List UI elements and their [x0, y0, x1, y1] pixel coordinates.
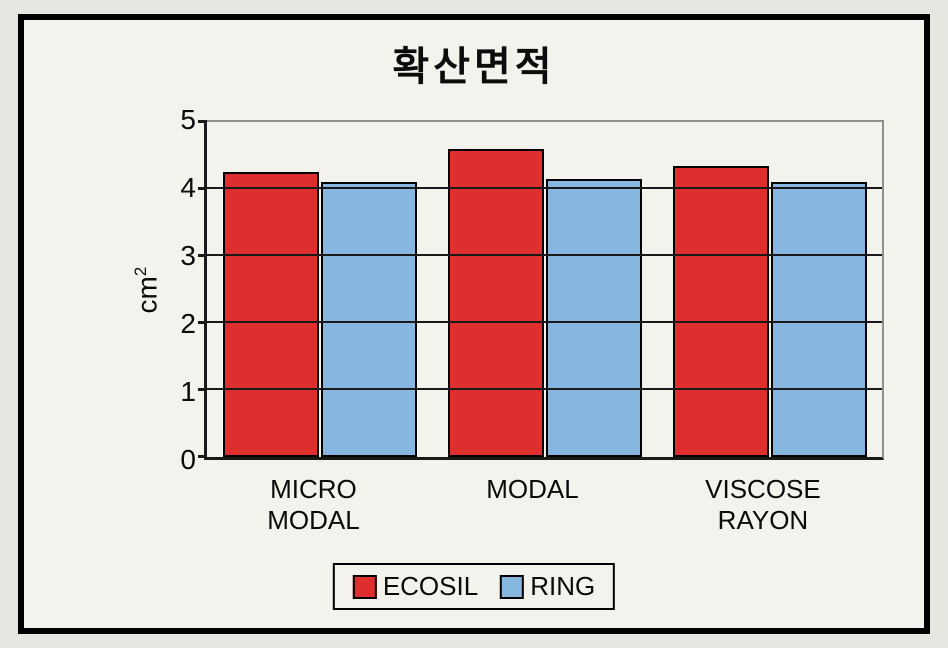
y-tick-mark: [198, 120, 207, 123]
bar-ecosil: [673, 166, 769, 457]
y-tick-mark: [198, 388, 207, 391]
legend-item: ECOSIL: [353, 571, 478, 602]
x-tick-label: VISCOSE RAYON: [705, 474, 821, 536]
gridline: [207, 321, 882, 323]
y-tick-mark: [198, 187, 207, 190]
legend-label: ECOSIL: [383, 571, 478, 602]
bar-ecosil: [223, 172, 319, 457]
bar-ring: [771, 182, 867, 457]
y-tick-mark: [198, 321, 207, 324]
bar-group: [448, 122, 642, 457]
gridline: [207, 388, 882, 390]
y-tick-label: 0: [168, 444, 196, 476]
bar-group: [673, 122, 867, 457]
chart-frame: 확산면적 cm2 0 1 2 3 4 5 MICRO MODAL MODAL VISCOSE …: [18, 14, 930, 634]
bar-ecosil: [448, 149, 544, 457]
y-tick-label: 2: [168, 308, 196, 340]
legend-item: RING: [500, 571, 595, 602]
x-axis-labels: MICRO MODAL MODAL VISCOSE RAYON: [204, 474, 884, 536]
gridline: [207, 254, 882, 256]
legend-label: RING: [530, 571, 595, 602]
y-axis-label: cm2: [132, 120, 162, 460]
chart-title: 확산면적: [24, 34, 924, 92]
y-tick-label: 3: [168, 240, 196, 272]
bar-group: [223, 122, 417, 457]
chart-zone: cm2 012345 MICRO MODALMODALVISCOSE RAYON: [114, 120, 884, 460]
y-tick-label: 1: [168, 376, 196, 408]
bar-ring: [546, 179, 642, 457]
x-tick-label: MODAL: [486, 474, 578, 536]
bar-ring: [321, 182, 417, 457]
legend-swatch: [500, 575, 524, 599]
y-axis-ticks: 012345: [168, 120, 196, 460]
bars-container: [207, 122, 882, 457]
page-root: 확산면적 cm2 0 1 2 3 4 5 MICRO MODAL MODAL VISCOSE …: [0, 0, 948, 648]
y-tick-label: 5: [168, 104, 196, 136]
legend-swatch: [353, 575, 377, 599]
plot-area: [204, 120, 884, 460]
y-tick-label: 4: [168, 172, 196, 204]
gridline: [207, 187, 882, 189]
legend: ECOSIL RING: [333, 563, 615, 610]
y-tick-mark: [198, 455, 207, 458]
x-tick-label: MICRO MODAL: [267, 474, 359, 536]
y-tick-mark: [198, 254, 207, 257]
